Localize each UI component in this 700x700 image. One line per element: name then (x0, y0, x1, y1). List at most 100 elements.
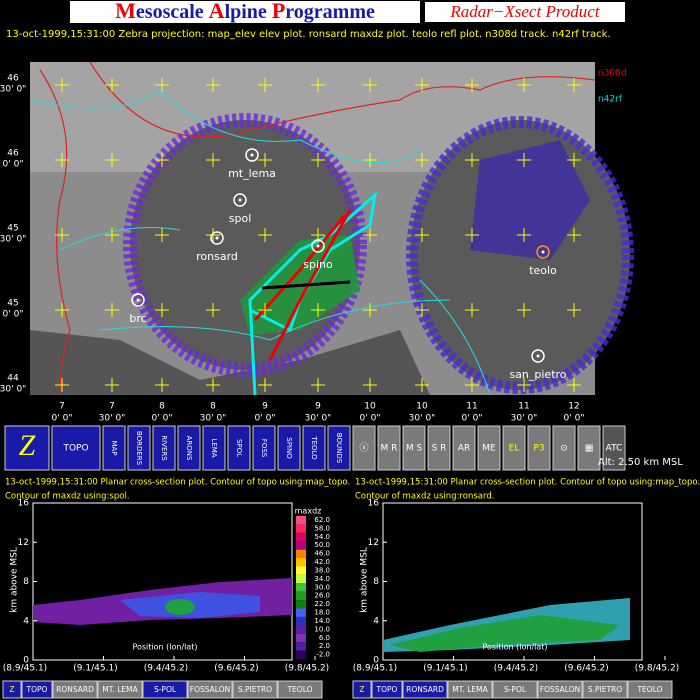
toolbar-button[interactable]: S R (427, 425, 451, 471)
bar-button[interactable]: S-POL (492, 680, 538, 699)
lat-degree: 45 (7, 224, 18, 234)
colorbar-title: maxdz (295, 507, 322, 516)
x-tick-label: (9.8/45.2) (635, 664, 679, 674)
y-tick-label: 16 (18, 499, 30, 509)
bar-button-face (447, 680, 493, 699)
toolbar-button[interactable]: RIVERS (152, 425, 176, 471)
y-tick-label: 12 (368, 538, 379, 548)
y-tick-label: 8 (23, 577, 29, 587)
bar-button[interactable]: Z (352, 680, 372, 699)
toolbar-button[interactable]: AR (452, 425, 476, 471)
bar-button[interactable]: RONSARD (52, 680, 98, 699)
colorbar-swatch (296, 549, 306, 559)
toolbar-button[interactable]: M R (377, 425, 401, 471)
button-face (327, 425, 351, 471)
grid-cross (258, 228, 272, 242)
toolbar-button[interactable]: LEMA (202, 425, 226, 471)
button-label: S R (432, 444, 447, 454)
toolbar-button[interactable]: ATC (602, 425, 626, 471)
toolbar-button[interactable]: TOPO (51, 425, 101, 471)
station-label: ronsard (196, 250, 238, 263)
toolbar-button[interactable]: ME (477, 425, 501, 471)
toolbar-button[interactable]: SPOL (227, 425, 251, 471)
bar-button[interactable]: MT. LEMA (447, 680, 493, 699)
toolbar-button[interactable]: BORDERS (127, 425, 151, 471)
bar-button-label: S.PIETRO (238, 685, 272, 694)
station-marker (311, 239, 325, 253)
toolbar-button[interactable]: ⊙ (552, 425, 576, 471)
bar-button[interactable]: S.PIETRO (582, 680, 628, 699)
toolbar-button[interactable]: ▦ (577, 425, 601, 471)
bar-button[interactable]: TEOLO (627, 680, 673, 699)
toolbar-button[interactable]: ARONS (177, 425, 201, 471)
toolbar-button[interactable]: MAP (102, 425, 126, 471)
button-label: BOUNDS (335, 433, 343, 464)
button-face (127, 425, 151, 471)
bar-button[interactable]: MT. LEMA (97, 680, 143, 699)
bar-button[interactable]: Z (2, 680, 22, 699)
bar-button[interactable]: S-POL (142, 680, 188, 699)
grid-cross (517, 378, 531, 392)
bar-button[interactable]: FOSSALON (187, 680, 233, 699)
lon-degree: 10 (364, 402, 376, 412)
lon-minute: 30' 0" (305, 414, 332, 424)
button-label: ATC (606, 444, 623, 454)
station-label: teolo (529, 264, 557, 277)
grid-cross (415, 303, 429, 317)
colorbar-label: 22.0 (314, 600, 330, 608)
toolbar-button[interactable]: P3 (527, 425, 551, 471)
toolbar-button[interactable]: M S (402, 425, 426, 471)
y-tick-label: 8 (373, 577, 379, 587)
colorbar-swatch (296, 600, 306, 609)
app-title: Mesoscale Alpine Programme (115, 0, 375, 23)
grid-cross (55, 228, 69, 242)
bar-button-face (582, 680, 628, 699)
lon-degree: 9 (315, 402, 321, 412)
bar-button-label: RONSARD (56, 685, 94, 694)
grid-cross (465, 378, 479, 392)
x-tick-label: (9.8/45.2) (285, 664, 329, 674)
bar-button-label: Z (359, 685, 364, 694)
grid-cross (363, 303, 377, 317)
bar-button[interactable]: FOSSALON (537, 680, 583, 699)
lon-minute: 0' 0" (255, 414, 276, 424)
grid-cross (465, 303, 479, 317)
toolbar-button[interactable]: TEOLO (302, 425, 326, 471)
lon-degree: 8 (210, 402, 216, 412)
panel-caption: Contour of maxdz using:spol. (5, 492, 130, 502)
grid-cross (258, 378, 272, 392)
grid-cross (105, 378, 119, 392)
colorbar-swatch (296, 516, 306, 525)
toolbar-button[interactable]: BOUNDS (327, 425, 351, 471)
bar-button[interactable]: TOPO (371, 680, 403, 699)
echo-teolo (470, 140, 590, 260)
bar-button[interactable]: S.PIETRO (232, 680, 278, 699)
button-label: ⓢ (359, 443, 368, 454)
station-dot (536, 354, 540, 358)
bar-button[interactable]: TEOLO (277, 680, 323, 699)
grid-cross (363, 378, 377, 392)
lat-degree: 46 (7, 74, 19, 84)
button-label: Z (19, 429, 36, 462)
x-tick-label: (9.6/45.2) (214, 664, 258, 674)
colorbar-label: 38.0 (314, 566, 330, 574)
button-face (552, 425, 576, 471)
colorbar-label: 30.0 (314, 583, 330, 591)
bar-button-face (277, 680, 323, 699)
toolbar-button[interactable]: ⓢ (352, 425, 376, 471)
bar-button[interactable]: RONSARD (402, 680, 448, 699)
station-marker (531, 349, 545, 363)
colorbar-swatch (296, 625, 306, 634)
bar-button[interactable]: TOPO (21, 680, 53, 699)
panel-caption: Contour of maxdz using:ronsard. (355, 492, 494, 502)
toolbar-button[interactable]: SPINO (277, 425, 301, 471)
toolbar-button[interactable]: Z (4, 425, 50, 471)
toolbar-button[interactable]: EL (502, 425, 526, 471)
station-dot (238, 198, 242, 202)
grid-cross (105, 153, 119, 167)
grid-cross (155, 303, 169, 317)
toolbar-button[interactable]: FOSS (252, 425, 276, 471)
